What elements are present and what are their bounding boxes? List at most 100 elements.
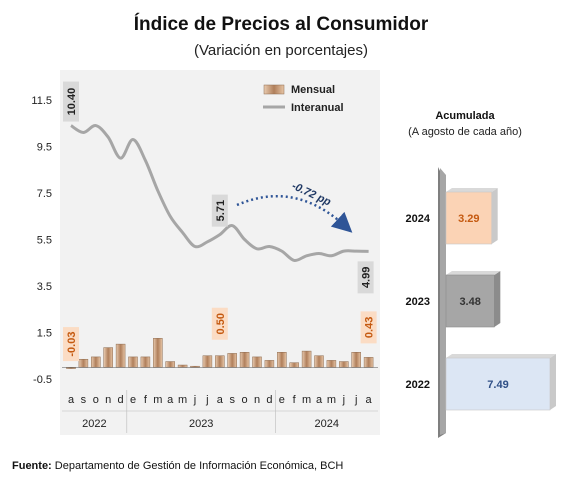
monthly-bar <box>91 356 101 368</box>
x-tick-label: o <box>93 394 99 406</box>
x-tick-label: d <box>266 394 272 406</box>
monthly-bar <box>78 358 89 368</box>
x-tick-label: n <box>105 394 111 406</box>
data-label-text: 0.43 <box>364 317 376 338</box>
x-tick-label: j <box>354 394 357 406</box>
x-tick-label: a <box>167 394 174 406</box>
x-tick-label: m <box>327 394 336 406</box>
x-tick-label: e <box>130 394 136 406</box>
x-tick-label: d <box>118 394 124 406</box>
monthly-bar <box>277 352 287 368</box>
cumulative-bar <box>445 357 551 411</box>
cumulative-bar <box>445 191 492 245</box>
monthly-bar <box>128 356 138 368</box>
x-tick-label: s <box>81 394 87 406</box>
plot-background <box>60 70 380 435</box>
y-tick-label: 9.5 <box>37 142 52 154</box>
cumulative-bar-depth <box>494 271 501 327</box>
monthly-bar <box>339 361 349 368</box>
data-label-box <box>63 81 79 122</box>
x-tick-label: a <box>366 394 373 406</box>
data-label-text: 4.99 <box>361 267 373 288</box>
data-label-box <box>211 307 228 340</box>
interannual-data-label: 4.99 <box>357 261 374 294</box>
cumulative-bar-value: 7.49 <box>487 379 508 391</box>
cumulative-bar-depth <box>491 188 498 244</box>
monthly-bar <box>202 355 213 368</box>
monthly-data-label: -0.03 <box>63 327 79 362</box>
cumulative-bar-depth <box>550 354 556 410</box>
legend-interanual-label: Interanual <box>291 102 344 114</box>
x-tick-label: m <box>302 394 311 406</box>
monthly-bar <box>264 360 275 368</box>
monthly-bar <box>103 347 113 368</box>
y-tick-label: -0.5 <box>33 374 52 386</box>
monthly-data-label: 0.43 <box>360 311 377 344</box>
data-label-box <box>357 261 374 294</box>
y-tick-label: 7.5 <box>37 188 52 200</box>
monthly-data-label: 0.50 <box>211 307 228 340</box>
x-tick-label: a <box>316 394 323 406</box>
chart-subtitle: (Variación en porcentajes) <box>194 42 368 59</box>
cumulative-year-label: 2022 <box>406 379 430 391</box>
monthly-bar <box>215 355 225 368</box>
data-label-text: -0.03 <box>66 332 78 357</box>
cumulative-bar-top <box>446 354 556 358</box>
monthly-bar <box>301 350 312 368</box>
year-label: 2022 <box>82 418 106 430</box>
x-tick-label: j <box>193 394 196 406</box>
x-tick-label: j <box>342 394 345 406</box>
x-tick-label: j <box>205 394 208 406</box>
monthly-bar <box>153 338 163 368</box>
cumulative-bar <box>445 274 495 328</box>
x-tick-label: s <box>229 394 235 406</box>
x-tick-label: f <box>293 394 297 406</box>
monthly-bar <box>289 362 299 368</box>
cumulative-bar-top <box>446 271 501 275</box>
data-label-text: 10.40 <box>66 88 78 116</box>
monthly-bar <box>351 352 361 368</box>
monthly-bar <box>239 352 250 368</box>
legend-mensual-label: Mensual <box>291 84 335 96</box>
monthly-bar <box>314 355 324 368</box>
x-tick-label: a <box>217 394 224 406</box>
interannual-data-label: 5.71 <box>211 194 228 227</box>
data-label-text: 5.71 <box>215 200 227 221</box>
y-tick-label: 1.5 <box>37 328 52 340</box>
y-tick-label: 3.5 <box>37 281 52 293</box>
monthly-bar <box>115 343 126 368</box>
x-tick-label: m <box>153 394 162 406</box>
source-note: Fuente: Departamento de Gestión de Infor… <box>12 460 343 472</box>
monthly-bar <box>140 356 151 368</box>
data-label-box <box>63 327 79 362</box>
source-text: Departamento de Gestión de Información E… <box>51 460 344 472</box>
x-tick-label: f <box>144 394 148 406</box>
side-chart-title: Acumulada <box>435 110 495 122</box>
y-tick-label: 11.5 <box>31 95 52 107</box>
y-tick-label: 5.5 <box>37 235 52 247</box>
bar-wall-face <box>440 168 446 435</box>
interannual-data-label: 10.40 <box>63 81 79 122</box>
x-tick-label: m <box>178 394 187 406</box>
monthly-bar <box>165 361 175 368</box>
cumulative-chart: 3.29 2024 3.48 2023 7.49 2022 <box>406 167 556 438</box>
chart-title: Índice de Precios al Consumidor <box>133 14 429 35</box>
x-tick-label: a <box>68 394 75 406</box>
legend-mensual-swatch <box>263 84 285 95</box>
x-tick-label: o <box>242 394 248 406</box>
x-tick-label: n <box>254 394 260 406</box>
monthly-bar <box>326 360 337 368</box>
side-chart-subtitle: (A agosto de cada año) <box>408 126 522 138</box>
year-label: 2023 <box>189 418 213 430</box>
data-label-box <box>211 194 228 227</box>
cumulative-bar-value: 3.29 <box>458 213 479 225</box>
source-label: Fuente: <box>12 460 52 472</box>
interannual-line <box>70 124 369 262</box>
monthly-bar <box>177 364 188 368</box>
monthly-bar <box>363 357 374 368</box>
monthly-bar <box>227 353 237 368</box>
monthly-bar <box>252 356 262 368</box>
cumulative-bar-top <box>446 188 498 192</box>
cumulative-bar-value: 3.48 <box>459 296 480 308</box>
